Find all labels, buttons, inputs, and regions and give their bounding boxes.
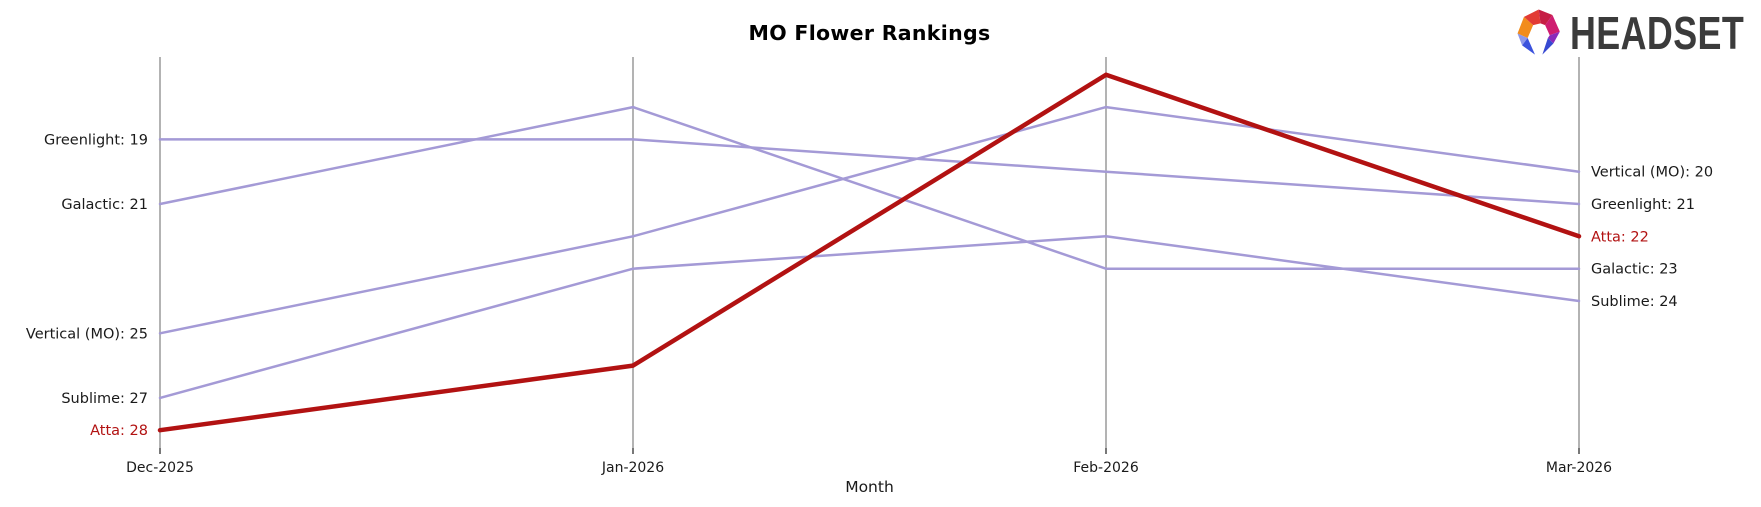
tick-label: Jan-2026 xyxy=(601,460,664,476)
series-line-vertical-mo- xyxy=(158,105,1581,335)
logo-facet-blue-left xyxy=(1522,38,1535,55)
start-label-vertical-mo-: Vertical (MO): 25 xyxy=(26,326,148,342)
tick-label: Mar-2026 xyxy=(1546,460,1612,476)
tick-label: Feb-2026 xyxy=(1073,460,1139,476)
series-line-atta xyxy=(157,72,1582,433)
logo-facet-periwinkle xyxy=(1517,33,1528,46)
logo-wordmark: HEADSET xyxy=(1570,8,1744,59)
logo-facet-blue-right xyxy=(1542,38,1554,55)
logo-facet-orange xyxy=(1517,16,1534,39)
logo-facet-magenta xyxy=(1545,15,1560,36)
headset-logo: HEADSET xyxy=(1517,8,1744,59)
end-label-vertical-mo-: Vertical (MO): 20 xyxy=(1591,165,1713,181)
start-label-galactic: Galactic: 21 xyxy=(61,197,148,213)
start-label-atta: Atta: 28 xyxy=(90,423,148,439)
start-label-sublime: Sublime: 27 xyxy=(61,391,148,407)
end-label-galactic: Galactic: 23 xyxy=(1591,262,1678,278)
end-label-atta: Atta: 22 xyxy=(1591,229,1649,245)
series-line-greenlight xyxy=(158,138,1581,206)
chart-title: MO Flower Rankings xyxy=(748,21,991,45)
end-label-greenlight: Greenlight: 21 xyxy=(1591,197,1695,213)
series-line-sublime xyxy=(158,235,1581,400)
logo-facet-violet xyxy=(1547,31,1560,44)
end-label-sublime: Sublime: 24 xyxy=(1591,294,1678,310)
logo-facet-crimson xyxy=(1538,9,1553,26)
series-line-galactic xyxy=(158,105,1581,270)
x-axis-title: Month xyxy=(845,478,894,496)
start-label-greenlight: Greenlight: 19 xyxy=(44,132,148,148)
headset-faceted-ring-icon xyxy=(1517,9,1560,55)
tick-label: Dec-2025 xyxy=(126,460,194,476)
logo-facet-red xyxy=(1523,9,1541,26)
